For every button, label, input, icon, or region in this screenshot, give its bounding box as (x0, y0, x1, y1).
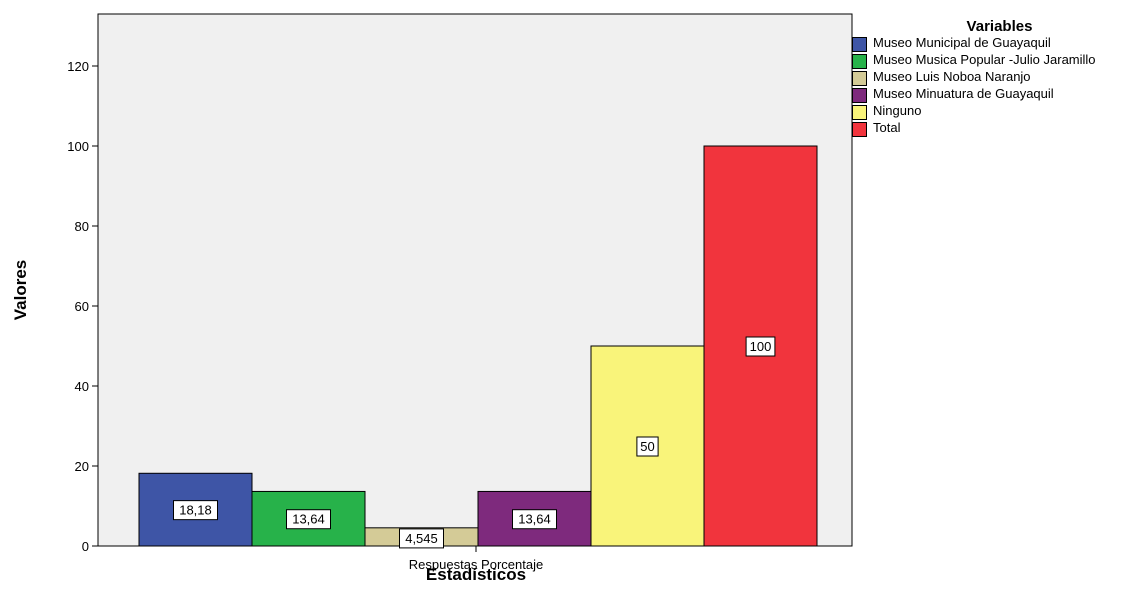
legend-label: Museo Minuatura de Guayaquil (873, 86, 1054, 101)
legend-items: Museo Municipal de Guayaquil Museo Musica… (852, 36, 1127, 137)
legend-label: Ninguno (873, 103, 922, 118)
y-tick-label: 0 (82, 539, 89, 554)
legend-swatch (852, 105, 867, 120)
legend-label: Museo Luis Noboa Naranjo (873, 69, 1031, 84)
legend-swatch (852, 122, 867, 137)
data-label-text: 13,64 (518, 512, 551, 527)
bar (590, 345, 705, 547)
data-label-text: 4,545 (405, 531, 438, 546)
data-label-box (173, 500, 218, 521)
bars: 18,18 13,64 4,545 13,64 50 100 (138, 145, 818, 549)
legend-label: Museo Municipal de Guayaquil (873, 35, 1051, 50)
legend-item: Museo Municipal de Guayaquil (852, 36, 1127, 52)
x-tick-label: Respuestas Porcentaje (409, 557, 543, 572)
data-label: 13,64 (286, 509, 331, 530)
legend-label: Museo Musica Popular -Julio Jaramillo (873, 52, 1096, 67)
legend-item: Museo Musica Popular -Julio Jaramillo (852, 53, 1127, 69)
bar (477, 490, 592, 547)
y-tick-label: 60 (75, 299, 89, 314)
data-label: 18,18 (173, 500, 218, 521)
y-tick-label: 120 (67, 59, 89, 74)
legend-item: Total (852, 121, 1127, 137)
legend-swatch (852, 54, 867, 69)
data-label-box (512, 509, 557, 530)
y-axis: 0 20 40 60 80 100 120 (67, 59, 98, 554)
x-axis: Respuestas Porcentaje (409, 546, 543, 572)
legend-item: Museo Minuatura de Guayaquil (852, 87, 1127, 103)
legend-swatch (852, 37, 867, 52)
y-tick-label: 20 (75, 459, 89, 474)
legend: Variables Museo Municipal de Guayaquil Mu… (852, 18, 1127, 138)
x-axis-title: Estadísticos (426, 565, 526, 584)
legend-swatch (852, 71, 867, 86)
y-tick-label: 40 (75, 379, 89, 394)
legend-swatch (852, 88, 867, 103)
y-tick-label: 100 (67, 139, 89, 154)
legend-label: Total (873, 120, 901, 135)
data-label-box (745, 336, 776, 357)
data-label-box (399, 528, 444, 549)
legend-item: Ninguno (852, 104, 1127, 120)
data-label-text: 100 (750, 339, 772, 354)
legend-item: Museo Luis Noboa Naranjo (852, 70, 1127, 86)
y-tick-label: 80 (75, 219, 89, 234)
data-label: 50 (636, 436, 659, 457)
data-label-text: 18,18 (179, 503, 212, 518)
data-label: 13,64 (512, 509, 557, 530)
legend-title: Variables (966, 18, 1033, 35)
data-label-text: 13,64 (292, 512, 325, 527)
data-label-text: 50 (640, 439, 654, 454)
y-axis-title: Valores (11, 260, 30, 321)
data-label-box (286, 509, 331, 530)
data-label-box (636, 436, 659, 457)
data-label: 100 (745, 336, 776, 357)
data-label: 4,545 (399, 528, 444, 549)
